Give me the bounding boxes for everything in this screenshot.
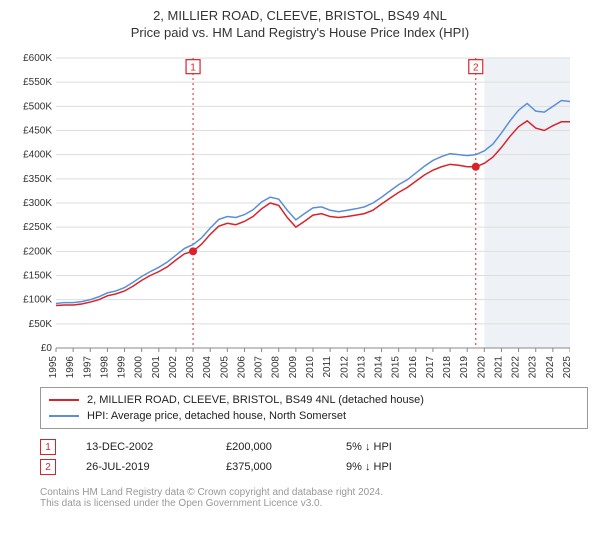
svg-text:2: 2 xyxy=(473,63,479,74)
chart-subtitle: Price paid vs. HM Land Registry's House … xyxy=(0,25,600,40)
legend-row: HPI: Average price, detached house, Nort… xyxy=(49,408,579,424)
legend-label: HPI: Average price, detached house, Nort… xyxy=(87,410,346,422)
chart-title-block: 2, MILLIER ROAD, CLEEVE, BRISTOL, BS49 4… xyxy=(0,0,600,40)
svg-text:2009: 2009 xyxy=(288,356,299,378)
transaction-delta: 5% ↓ HPI xyxy=(346,441,436,453)
svg-text:2010: 2010 xyxy=(305,356,316,378)
legend-swatch-hpi xyxy=(49,415,79,417)
legend-box: 2, MILLIER ROAD, CLEEVE, BRISTOL, BS49 4… xyxy=(40,387,588,429)
svg-text:1998: 1998 xyxy=(99,356,110,378)
svg-text:2019: 2019 xyxy=(459,356,470,378)
svg-text:£200K: £200K xyxy=(23,246,52,257)
svg-text:2005: 2005 xyxy=(219,356,230,378)
table-row: 1 13-DEC-2002 £200,000 5% ↓ HPI xyxy=(40,437,590,457)
svg-text:£400K: £400K xyxy=(23,150,52,161)
footer-line: This data is licensed under the Open Gov… xyxy=(40,498,590,509)
svg-text:2025: 2025 xyxy=(562,356,570,378)
svg-text:2016: 2016 xyxy=(408,356,419,378)
svg-text:£350K: £350K xyxy=(23,174,52,185)
svg-text:£150K: £150K xyxy=(23,271,52,282)
svg-text:2024: 2024 xyxy=(545,356,556,378)
table-row: 2 26-JUL-2019 £375,000 9% ↓ HPI xyxy=(40,457,590,477)
svg-text:2018: 2018 xyxy=(442,356,453,378)
transaction-price: £200,000 xyxy=(226,441,316,453)
svg-text:2020: 2020 xyxy=(476,356,487,378)
svg-text:2011: 2011 xyxy=(322,356,333,378)
line-chart: £0 £50K £100K £150K £200K £250K £300K £350K £400… xyxy=(10,48,570,378)
svg-text:2000: 2000 xyxy=(134,356,145,378)
svg-text:£0: £0 xyxy=(41,343,53,354)
legend-swatch-price xyxy=(49,399,79,401)
transaction-price: £375,000 xyxy=(226,461,316,473)
svg-text:1: 1 xyxy=(190,63,196,74)
svg-text:2015: 2015 xyxy=(391,356,402,378)
svg-text:£600K: £600K xyxy=(23,53,52,64)
svg-text:2023: 2023 xyxy=(528,356,539,378)
svg-text:2006: 2006 xyxy=(236,356,247,378)
svg-text:£250K: £250K xyxy=(23,222,52,233)
svg-text:£100K: £100K xyxy=(23,295,52,306)
svg-text:1996: 1996 xyxy=(65,356,76,378)
svg-text:2004: 2004 xyxy=(202,356,213,378)
svg-text:2021: 2021 xyxy=(493,356,504,378)
legend-label: 2, MILLIER ROAD, CLEEVE, BRISTOL, BS49 4… xyxy=(87,394,424,406)
svg-text:£550K: £550K xyxy=(23,77,52,88)
transaction-date: 13-DEC-2002 xyxy=(86,441,196,453)
svg-text:1995: 1995 xyxy=(48,356,59,378)
svg-text:2022: 2022 xyxy=(511,356,522,378)
transaction-marker: 1 xyxy=(40,439,56,455)
svg-text:£300K: £300K xyxy=(23,198,52,209)
legend-row: 2, MILLIER ROAD, CLEEVE, BRISTOL, BS49 4… xyxy=(49,392,579,408)
svg-text:1999: 1999 xyxy=(117,356,128,378)
svg-text:£450K: £450K xyxy=(23,126,52,137)
svg-text:2001: 2001 xyxy=(151,356,162,378)
transaction-delta: 9% ↓ HPI xyxy=(346,461,436,473)
chart-title: 2, MILLIER ROAD, CLEEVE, BRISTOL, BS49 4… xyxy=(0,8,600,23)
svg-text:2008: 2008 xyxy=(271,356,282,378)
transaction-date: 26-JUL-2019 xyxy=(86,461,196,473)
svg-text:2013: 2013 xyxy=(356,356,367,378)
svg-text:£500K: £500K xyxy=(23,101,52,112)
svg-text:2014: 2014 xyxy=(374,356,385,378)
transaction-table: 1 13-DEC-2002 £200,000 5% ↓ HPI 2 26-JUL… xyxy=(40,437,590,477)
svg-text:1997: 1997 xyxy=(82,356,93,378)
chart-area: £0 £50K £100K £150K £200K £250K £300K £350K £400… xyxy=(10,48,590,383)
svg-text:2012: 2012 xyxy=(339,356,350,378)
svg-text:2002: 2002 xyxy=(168,356,179,378)
transaction-marker: 2 xyxy=(40,459,56,475)
footer-line: Contains HM Land Registry data © Crown c… xyxy=(40,487,590,498)
svg-text:2007: 2007 xyxy=(254,356,265,378)
svg-text:£50K: £50K xyxy=(29,319,53,330)
svg-text:2017: 2017 xyxy=(425,356,436,378)
svg-text:2003: 2003 xyxy=(185,356,196,378)
footer: Contains HM Land Registry data © Crown c… xyxy=(40,487,590,509)
